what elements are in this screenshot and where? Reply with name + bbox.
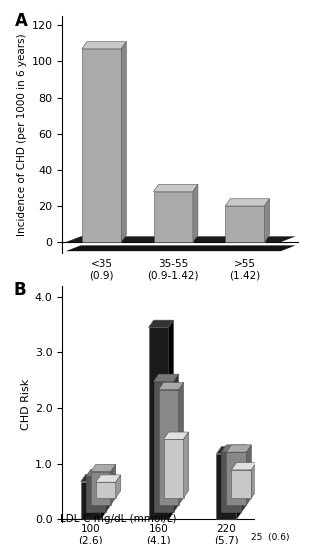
Polygon shape	[149, 320, 174, 327]
Text: 160
(4.1): 160 (4.1)	[146, 524, 171, 544]
Polygon shape	[66, 236, 296, 242]
Polygon shape	[91, 472, 111, 505]
Polygon shape	[225, 206, 265, 242]
Text: 100
(2.6): 100 (2.6)	[78, 524, 103, 544]
Polygon shape	[149, 327, 169, 520]
Polygon shape	[231, 462, 257, 470]
Polygon shape	[159, 390, 179, 505]
Polygon shape	[216, 447, 241, 454]
Polygon shape	[116, 475, 121, 498]
Polygon shape	[82, 41, 126, 49]
Polygon shape	[231, 470, 252, 498]
Polygon shape	[193, 184, 198, 242]
Text: B: B	[14, 281, 27, 299]
Polygon shape	[252, 462, 257, 498]
Polygon shape	[225, 199, 270, 206]
Polygon shape	[96, 482, 116, 498]
Polygon shape	[66, 245, 296, 251]
Y-axis label: CHD Risk: CHD Risk	[21, 378, 30, 430]
Polygon shape	[221, 452, 241, 512]
Polygon shape	[154, 184, 198, 191]
Polygon shape	[86, 469, 111, 477]
Polygon shape	[154, 381, 174, 512]
Polygon shape	[179, 382, 183, 505]
Polygon shape	[111, 465, 116, 505]
Polygon shape	[241, 445, 246, 512]
Polygon shape	[86, 477, 106, 512]
Polygon shape	[101, 474, 106, 520]
Polygon shape	[106, 469, 111, 512]
Polygon shape	[183, 432, 188, 498]
Polygon shape	[121, 41, 126, 242]
Polygon shape	[236, 447, 241, 520]
Polygon shape	[164, 439, 183, 498]
X-axis label: HDL-C mg/dL (mmol/L): HDL-C mg/dL (mmol/L)	[117, 286, 244, 296]
Polygon shape	[81, 481, 101, 520]
Polygon shape	[154, 374, 179, 381]
Polygon shape	[91, 465, 116, 472]
Polygon shape	[169, 320, 174, 520]
Polygon shape	[81, 474, 106, 481]
Polygon shape	[226, 445, 252, 452]
Polygon shape	[96, 475, 121, 482]
Text: LDL-C mg/dL (mmol/L): LDL-C mg/dL (mmol/L)	[60, 514, 176, 524]
Y-axis label: Incidence of CHD (per 1000 in 6 years): Incidence of CHD (per 1000 in 6 years)	[17, 33, 27, 236]
Polygon shape	[246, 445, 252, 505]
Text: A: A	[15, 11, 28, 29]
Polygon shape	[174, 374, 179, 512]
Polygon shape	[265, 199, 270, 242]
Text: 25  (0.6): 25 (0.6)	[252, 533, 290, 542]
Polygon shape	[221, 445, 246, 452]
Text: 220
(5.7): 220 (5.7)	[214, 524, 239, 544]
Polygon shape	[226, 452, 246, 505]
Polygon shape	[164, 432, 188, 439]
Polygon shape	[159, 382, 183, 390]
Polygon shape	[154, 191, 193, 242]
Polygon shape	[216, 454, 236, 520]
Polygon shape	[82, 49, 121, 242]
